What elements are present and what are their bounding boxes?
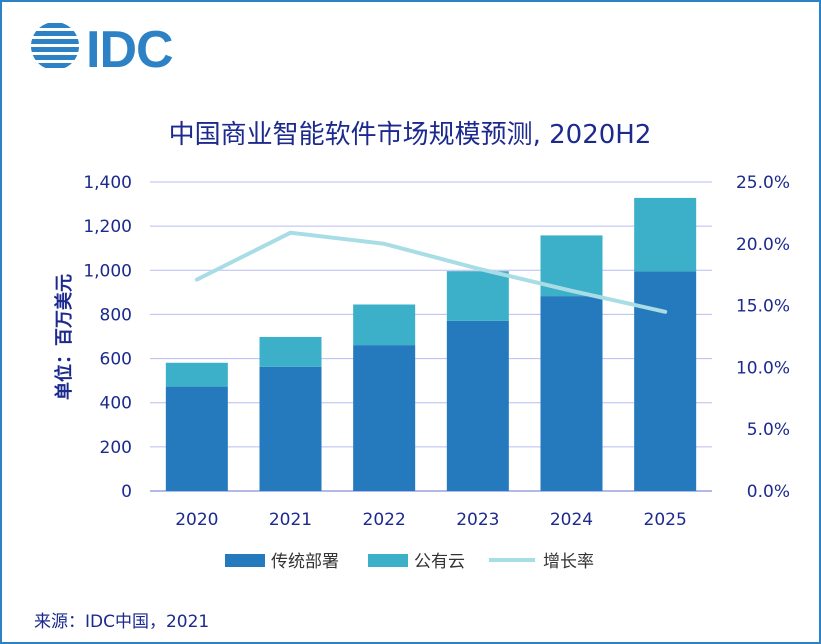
y-tick-label: 200 — [100, 438, 132, 458]
bar-traditional — [353, 345, 416, 491]
y-tick-label: 800 — [100, 305, 132, 325]
x-tick-label: 2023 — [456, 510, 499, 530]
bar-traditional — [540, 296, 603, 491]
x-tick-label: 2021 — [269, 510, 312, 530]
legend-swatch — [225, 554, 265, 567]
x-tick-label: 2025 — [644, 510, 687, 530]
bar-public-cloud — [165, 362, 228, 387]
y-tick-label: 1,200 — [83, 217, 132, 237]
y2-tick-label: 5.0% — [747, 420, 790, 440]
bar-traditional — [259, 366, 322, 491]
idc-logo: IDC — [31, 21, 174, 78]
bar-traditional — [446, 320, 509, 491]
y2-tick-label: 0.0% — [747, 482, 790, 502]
bar-traditional — [165, 386, 228, 491]
y-tick-label: 400 — [100, 394, 132, 414]
bar-public-cloud — [259, 336, 322, 367]
x-tick-label: 2022 — [363, 510, 406, 530]
growth-rate-line — [194, 230, 668, 314]
legend-label: 公有云 — [414, 552, 465, 572]
left-axis-ticks: 0 200 400 600 800 1,000 1,200 1,400 — [83, 173, 132, 502]
y2-tick-label: 20.0% — [736, 235, 790, 255]
legend-swatch — [368, 554, 408, 567]
x-axis-ticks: 2020 2021 2022 2023 2024 2025 — [175, 510, 687, 530]
legend-label: 传统部署 — [271, 552, 339, 572]
bar-public-cloud — [446, 271, 509, 321]
y-axis-label: 单位：百万美元 — [53, 274, 75, 400]
svg-text:IDC: IDC — [86, 21, 173, 78]
gridlines — [150, 181, 712, 492]
y2-tick-label: 25.0% — [736, 173, 790, 193]
x-tick-label: 2020 — [175, 510, 218, 530]
y2-tick-label: 15.0% — [736, 297, 790, 317]
source-note: 来源：IDC中国，2021 — [34, 612, 209, 632]
chart-title: 中国商业智能软件市场规模预测, 2020H2 — [169, 120, 652, 150]
legend-label: 增长率 — [543, 552, 594, 572]
y-tick-label: 0 — [121, 482, 132, 502]
bar-public-cloud — [353, 304, 416, 346]
y-tick-label: 600 — [100, 350, 132, 370]
y-tick-label: 1,000 — [83, 261, 132, 281]
x-tick-label: 2024 — [550, 510, 593, 530]
y-tick-label: 1,400 — [83, 173, 132, 193]
right-axis-ticks: 0.0% 5.0% 10.0% 15.0% 20.0% 25.0% — [736, 173, 790, 502]
legend: 传统部署 公有云 增长率 — [225, 552, 594, 572]
bar-traditional — [634, 271, 697, 491]
bars — [165, 197, 697, 491]
growth-line — [194, 230, 668, 314]
y2-tick-label: 10.0% — [736, 358, 790, 378]
bar-public-cloud — [634, 197, 697, 272]
